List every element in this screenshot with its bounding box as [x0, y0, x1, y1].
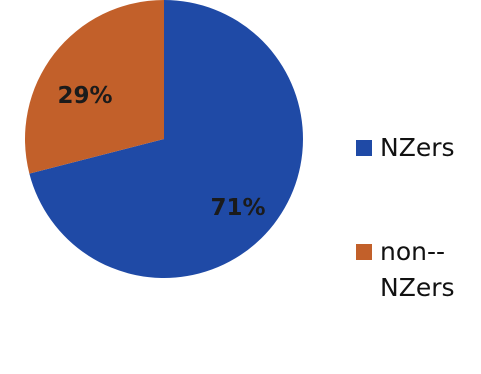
legend-label-nzers: NZers [380, 133, 455, 162]
legend-item-nzers: NZers [356, 130, 476, 166]
pie-slice-non-nzers [24, 0, 164, 174]
legend-swatch-nzers [356, 140, 372, 156]
pie-slice-nzers [29, 0, 304, 278]
legend-swatch-non-nzers [356, 244, 372, 260]
pie-chart: 29% 71% [24, 0, 304, 278]
legend-item-non-nzers: non-­NZers [356, 234, 476, 306]
slice-label-non-nzers: 29% [57, 83, 112, 109]
legend-label-non-nzers: non-­NZers [380, 237, 455, 302]
legend: NZers non-­NZers [356, 130, 476, 374]
slice-label-nzers: 71% [210, 195, 265, 221]
